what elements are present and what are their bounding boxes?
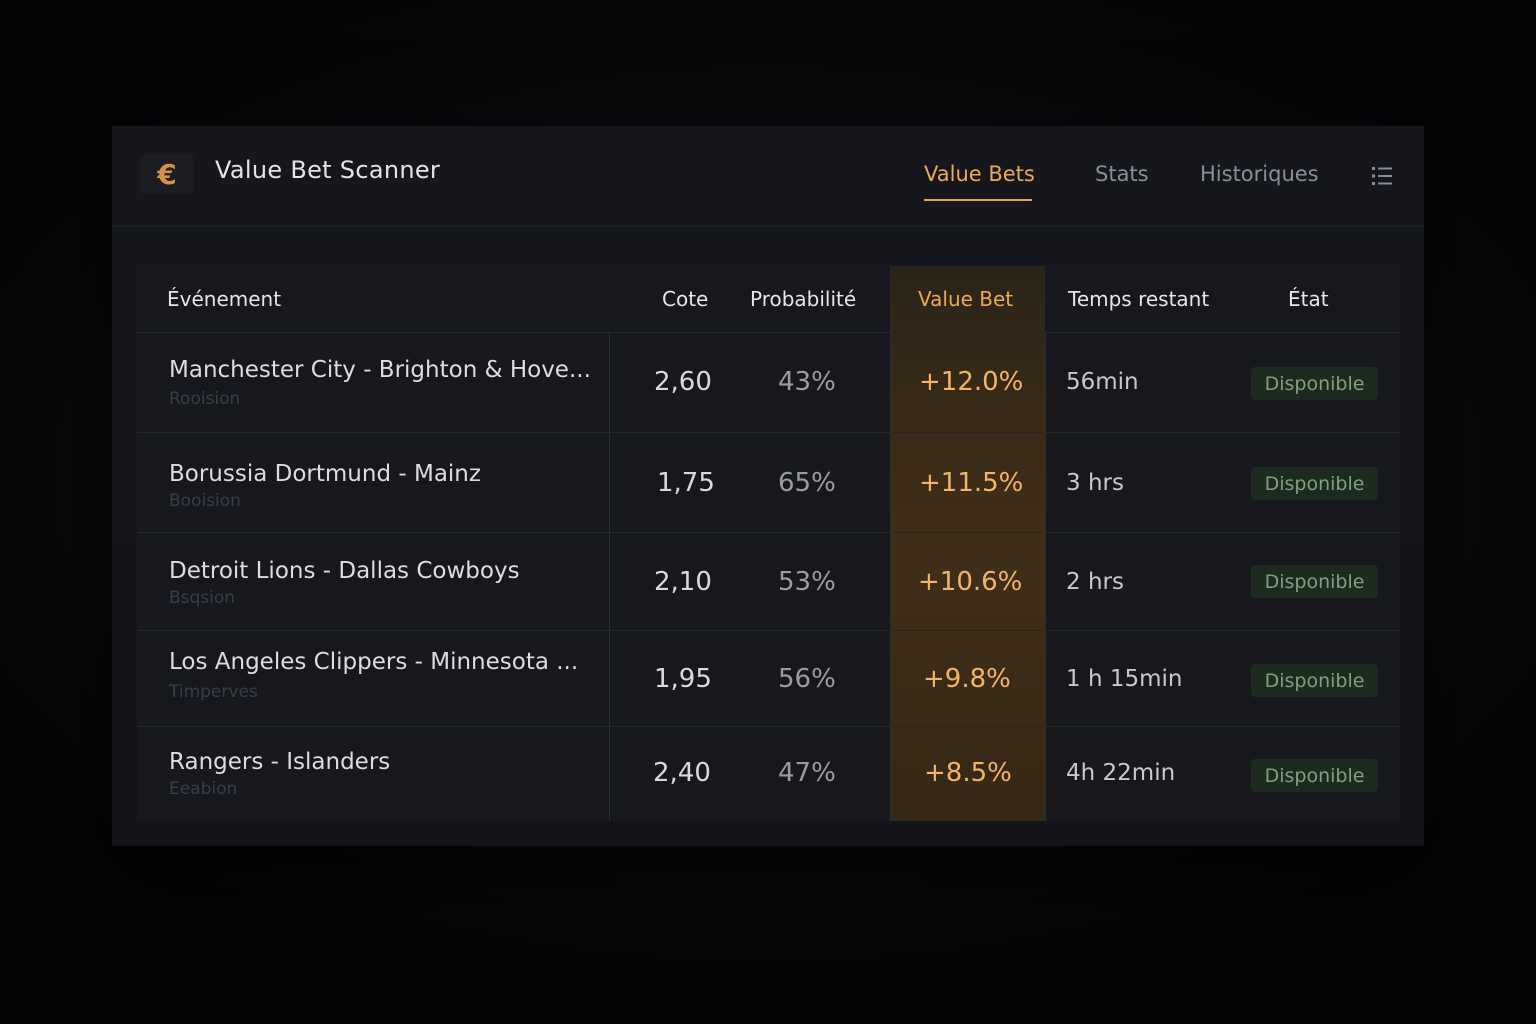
status-badge: Disponible xyxy=(1251,467,1378,500)
probability-value: 47% xyxy=(778,758,836,788)
event-name: Detroit Lions - Dallas Cowboys xyxy=(169,558,520,584)
probability-value: 53% xyxy=(778,567,836,597)
tab-value-bets[interactable]: Value Bets xyxy=(924,162,1035,186)
value-bet-value: +12.0% xyxy=(919,367,1024,397)
odds-value: 2,40 xyxy=(653,758,711,788)
header-cote[interactable]: Cote xyxy=(662,287,709,311)
app-title: Value Bet Scanner xyxy=(215,156,441,184)
app-header: € Value Bet Scanner Value Bets Stats His… xyxy=(112,126,1424,227)
column-divider xyxy=(609,332,610,821)
event-name: Borussia Dortmund - Mainz xyxy=(169,461,481,487)
event-subtitle: Timperves xyxy=(169,682,258,702)
table-header-row: Événement Cote Probabilité Value Bet Tem… xyxy=(137,266,1400,333)
status-badge: Disponible xyxy=(1251,664,1378,697)
table-row[interactable]: Borussia Dortmund - Mainz Booision 1,75 … xyxy=(137,433,1400,533)
event-subtitle: Rooision xyxy=(169,389,241,409)
header-value-bet[interactable]: Value Bet xyxy=(918,287,1014,311)
event-name: Rangers - Islanders xyxy=(169,749,391,775)
list-menu-icon[interactable] xyxy=(1370,164,1394,188)
table-row[interactable]: Los Angeles Clippers - Minnesota ... Tim… xyxy=(137,631,1400,727)
value-bet-column-highlight xyxy=(890,266,1045,821)
active-tab-indicator xyxy=(924,199,1032,201)
table-row[interactable]: Manchester City - Brighton & Hove... Roo… xyxy=(137,333,1400,433)
header-temps-restant[interactable]: Temps restant xyxy=(1068,287,1210,311)
event-name: Los Angeles Clippers - Minnesota ... xyxy=(169,649,579,675)
status-badge: Disponible xyxy=(1251,565,1378,598)
value-bet-value: +9.8% xyxy=(923,664,1011,694)
time-remaining: 2 hrs xyxy=(1066,569,1124,595)
app-window: € Value Bet Scanner Value Bets Stats His… xyxy=(112,126,1424,846)
event-name: Manchester City - Brighton & Hove... xyxy=(169,357,591,383)
time-remaining: 3 hrs xyxy=(1066,470,1124,496)
value-bet-value: +8.5% xyxy=(924,758,1012,788)
time-remaining: 56min xyxy=(1066,369,1139,395)
tab-stats[interactable]: Stats xyxy=(1095,162,1149,186)
column-divider xyxy=(890,332,891,821)
odds-value: 2,60 xyxy=(654,367,712,397)
event-subtitle: Booision xyxy=(169,491,241,511)
status-badge: Disponible xyxy=(1251,759,1378,792)
header-etat[interactable]: État xyxy=(1288,287,1329,311)
column-divider xyxy=(1045,332,1046,821)
status-badge: Disponible xyxy=(1251,367,1378,400)
header-event[interactable]: Événement xyxy=(167,287,282,311)
euro-logo-icon: € xyxy=(140,154,194,194)
value-bets-table: Événement Cote Probabilité Value Bet Tem… xyxy=(137,266,1400,821)
table-row[interactable]: Detroit Lions - Dallas Cowboys Bsqsion 2… xyxy=(137,533,1400,631)
event-subtitle: Bsqsion xyxy=(169,588,236,608)
probability-value: 56% xyxy=(778,664,836,694)
probability-value: 65% xyxy=(778,468,836,498)
value-bet-value: +11.5% xyxy=(919,468,1024,498)
time-remaining: 4h 22min xyxy=(1066,760,1176,786)
odds-value: 1,75 xyxy=(657,468,715,498)
header-probabilite[interactable]: Probabilité xyxy=(750,287,857,311)
odds-value: 2,10 xyxy=(654,567,712,597)
value-bet-value: +10.6% xyxy=(918,567,1023,597)
table-row[interactable]: Rangers - Islanders Eeabion 2,40 47% +8.… xyxy=(137,727,1400,821)
probability-value: 43% xyxy=(778,367,836,397)
odds-value: 1,95 xyxy=(654,664,712,694)
event-subtitle: Eeabion xyxy=(169,779,238,799)
time-remaining: 1 h 15min xyxy=(1066,666,1183,692)
tab-historiques[interactable]: Historiques xyxy=(1200,162,1319,186)
